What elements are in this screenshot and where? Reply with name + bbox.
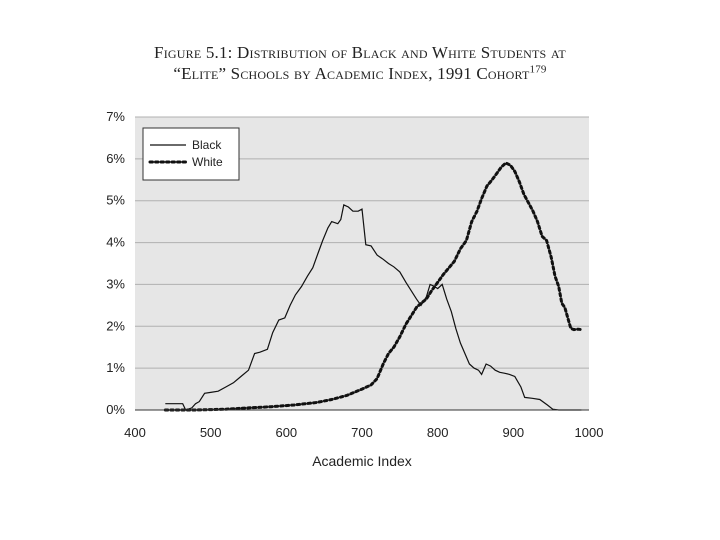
y-tick-label: 6% <box>106 151 125 166</box>
x-axis-tick-labels: 400 500 600 700 800 900 1000 <box>124 425 603 440</box>
chart-title-line-1: Figure 5.1: Distribution of Black and Wh… <box>154 43 566 62</box>
y-tick-label: 4% <box>106 235 125 250</box>
series-line-white <box>163 161 583 412</box>
legend-label-black: Black <box>192 138 222 152</box>
chart-title-line-2-text: “Elite” Schools by Academic Index, 1991 … <box>173 64 530 84</box>
y-tick-label: 0% <box>106 402 125 417</box>
legend-label-white: White <box>192 155 223 169</box>
y-tick-label: 2% <box>106 318 125 333</box>
legend-box <box>142 127 240 181</box>
y-tick-label: 5% <box>106 193 125 208</box>
x-tick-label: 1000 <box>575 425 604 440</box>
x-tick-label: 500 <box>200 425 222 440</box>
chart-title-line-2: “Elite” Schools by Academic Index, 1991 … <box>0 63 720 84</box>
y-tick-label: 3% <box>106 276 125 291</box>
y-tick-label: 7% <box>106 109 125 124</box>
y-tick-label: 1% <box>106 360 125 375</box>
series-line-black <box>165 204 582 411</box>
y-axis-tick-labels: 0% 1% 2% 3% 4% 5% 6% 7% <box>106 109 125 417</box>
chart-title: Figure 5.1: Distribution of Black and Wh… <box>0 42 720 85</box>
x-tick-label: 600 <box>275 425 297 440</box>
series-lines <box>163 161 583 412</box>
footnote-superscript: 179 <box>529 63 547 76</box>
x-tick-label: 900 <box>502 425 524 440</box>
x-tick-label: 700 <box>351 425 373 440</box>
legend: Black White <box>142 127 240 181</box>
x-axis-title: Academic Index <box>312 453 412 469</box>
x-tick-label: 400 <box>124 425 146 440</box>
x-tick-label: 800 <box>427 425 449 440</box>
